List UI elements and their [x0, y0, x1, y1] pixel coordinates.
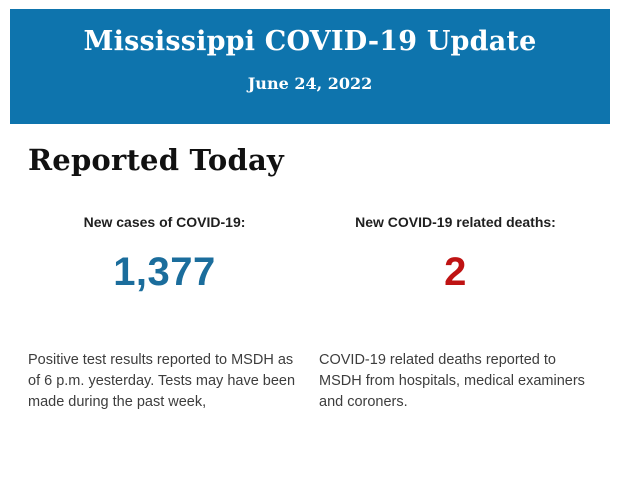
stat-card-new-deaths: New COVID-19 related deaths: 2 COVID-19 … [319, 214, 592, 413]
page: Mississippi COVID-19 Update June 24, 202… [0, 9, 620, 492]
header-date: June 24, 2022 [247, 74, 373, 93]
new-cases-label: New cases of COVID-19: [83, 214, 246, 230]
stat-card-new-cases: New cases of COVID-19: 1,377 Positive te… [28, 214, 301, 413]
page-title: Mississippi COVID-19 Update [83, 26, 537, 57]
new-cases-description: Positive test results reported to MSDH a… [28, 352, 296, 410]
new-deaths-label: New COVID-19 related deaths: [355, 214, 556, 230]
new-deaths-description: COVID-19 related deaths reported to MSDH… [319, 352, 585, 410]
new-deaths-value: 2 [444, 250, 467, 294]
new-cases-value: 1,377 [113, 250, 216, 294]
main-content: Reported Today New cases of COVID-19: 1,… [0, 143, 620, 413]
header-banner: Mississippi COVID-19 Update June 24, 202… [10, 9, 610, 124]
stats-grid: New cases of COVID-19: 1,377 Positive te… [28, 214, 592, 413]
section-heading: Reported Today [28, 143, 284, 177]
